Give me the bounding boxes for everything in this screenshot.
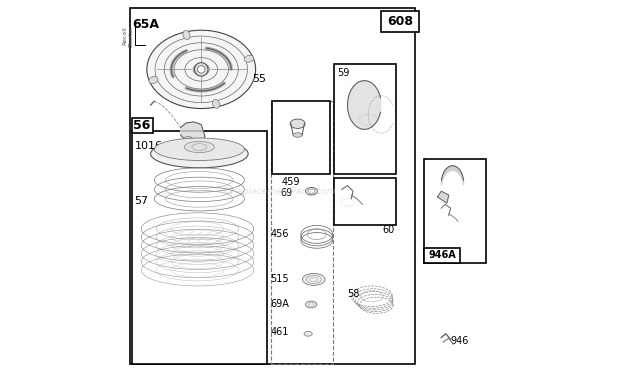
Text: 456: 456 [270, 230, 289, 239]
Text: 65A: 65A [132, 18, 159, 31]
Text: 515: 515 [270, 274, 290, 284]
Text: ©ReplacementParts.com: ©ReplacementParts.com [223, 187, 337, 196]
Text: 1016: 1016 [135, 141, 162, 151]
Ellipse shape [183, 30, 190, 39]
Polygon shape [441, 166, 464, 184]
Circle shape [198, 66, 205, 73]
Text: 58: 58 [347, 290, 360, 299]
Polygon shape [438, 191, 449, 203]
Ellipse shape [308, 189, 315, 194]
Circle shape [195, 63, 208, 76]
Ellipse shape [290, 119, 305, 128]
Ellipse shape [306, 301, 317, 308]
Bar [334, 64, 396, 174]
Ellipse shape [184, 141, 215, 153]
Ellipse shape [244, 55, 254, 62]
Bar [424, 159, 486, 262]
Bar [424, 248, 460, 262]
Text: 60: 60 [383, 225, 395, 235]
Ellipse shape [147, 30, 255, 108]
Bar [132, 118, 153, 133]
Text: 946A: 946A [428, 251, 456, 260]
Text: 608: 608 [387, 15, 413, 28]
Ellipse shape [151, 140, 248, 168]
Ellipse shape [303, 273, 325, 285]
Bar [270, 101, 332, 364]
Ellipse shape [304, 332, 312, 336]
Text: 461: 461 [270, 327, 289, 337]
Text: Recoil
Starter: Recoil Starter [123, 25, 133, 46]
Ellipse shape [149, 76, 158, 84]
Bar [381, 11, 419, 32]
Text: 56: 56 [133, 119, 151, 132]
Text: 69A: 69A [270, 299, 290, 309]
Text: 459: 459 [281, 177, 299, 187]
Polygon shape [180, 122, 205, 146]
Text: 57: 57 [135, 196, 149, 206]
Text: 55: 55 [252, 74, 266, 84]
Ellipse shape [293, 133, 302, 137]
Bar [334, 178, 396, 225]
Ellipse shape [306, 188, 317, 195]
Ellipse shape [154, 138, 244, 160]
Text: 69: 69 [280, 188, 292, 198]
Polygon shape [348, 81, 381, 129]
Bar [272, 101, 330, 174]
Bar [130, 8, 415, 364]
Text: 59: 59 [337, 68, 350, 78]
Ellipse shape [213, 99, 219, 108]
Text: 946: 946 [451, 336, 469, 346]
Bar [132, 131, 267, 364]
